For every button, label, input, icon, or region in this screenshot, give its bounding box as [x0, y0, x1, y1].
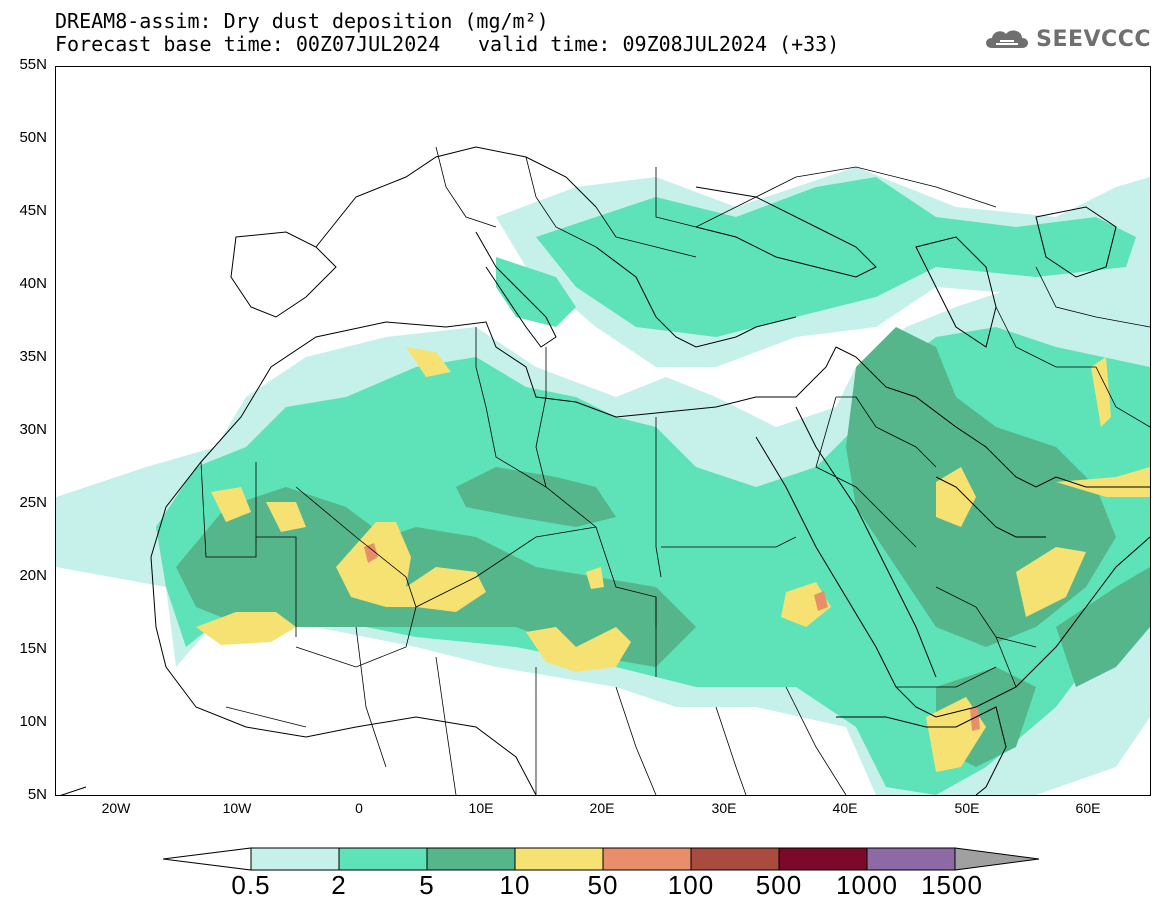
legend-swatch-0-5-2 — [250, 847, 340, 871]
lat-label-20n: 20N — [19, 567, 47, 584]
legend-label: 1500 — [921, 870, 983, 900]
legend-label: 100 — [667, 870, 715, 900]
logo-text: SEEVCCC — [1036, 26, 1151, 52]
legend-swatch-over-1500 — [954, 847, 1040, 871]
lon-label-0: 0 — [355, 800, 363, 816]
lat-label-40n: 40N — [19, 275, 47, 292]
lon-label-20e: 20E — [589, 800, 615, 816]
legend-swatch-under-0-5 — [162, 847, 252, 871]
lat-label-5n: 5N — [27, 786, 47, 803]
seevccc-logo: SEEVCCC — [982, 26, 1151, 52]
legend-label: 2 — [331, 870, 347, 900]
lon-label-10e: 10E — [468, 800, 494, 816]
country-borders — [200, 146, 1150, 795]
legend-swatch-5-10 — [426, 847, 516, 871]
valid-time: valid time: 09Z08JUL2024 (+33) — [478, 32, 840, 56]
legend-label: 50 — [587, 870, 619, 900]
legend-label: 10 — [499, 870, 531, 900]
legend-label: 1000 — [836, 870, 898, 900]
legend-swatch-2-5 — [338, 847, 428, 871]
map-title: DREAM8-assim: Dry dust deposition (mg/m²… — [55, 9, 549, 33]
lon-label-60e: 60E — [1075, 800, 1101, 816]
legend-swatch-500-1000 — [778, 847, 868, 871]
lat-label-25n: 25N — [19, 494, 47, 511]
cloud-icon — [986, 30, 1029, 48]
legend-swatch-50-100 — [602, 847, 692, 871]
lat-label-50n: 50N — [19, 129, 47, 146]
legend-label: 0.5 — [231, 870, 271, 900]
lat-label-35n: 35N — [19, 348, 47, 365]
lon-label-30e: 30E — [711, 800, 737, 816]
legend-colorbar — [162, 846, 1043, 876]
lat-label-30n: 30N — [19, 421, 47, 438]
legend-swatch-100-500 — [690, 847, 780, 871]
map-canvas — [56, 146, 1150, 795]
lat-label-55n: 55N — [19, 56, 47, 73]
dust-deposition-map — [55, 66, 1151, 796]
coastlines — [60, 146, 1150, 795]
legend-swatch-1000-1500 — [866, 847, 956, 871]
legend-label: 500 — [755, 870, 803, 900]
legend-label: 5 — [419, 870, 435, 900]
dust-field-very-high — [364, 543, 980, 731]
forecast-base-time: Forecast base time: 00Z07JUL2024 — [55, 32, 441, 56]
lon-label-50e: 50E — [954, 800, 980, 816]
lat-label-10n: 10N — [19, 713, 47, 730]
lon-label-40e: 40E — [832, 800, 858, 816]
lon-label-20w: 20W — [101, 800, 131, 816]
lon-label-10w: 10W — [222, 800, 252, 816]
legend-swatch-10-50 — [514, 847, 604, 871]
lat-label-15n: 15N — [19, 640, 47, 657]
lat-label-45n: 45N — [19, 202, 47, 219]
